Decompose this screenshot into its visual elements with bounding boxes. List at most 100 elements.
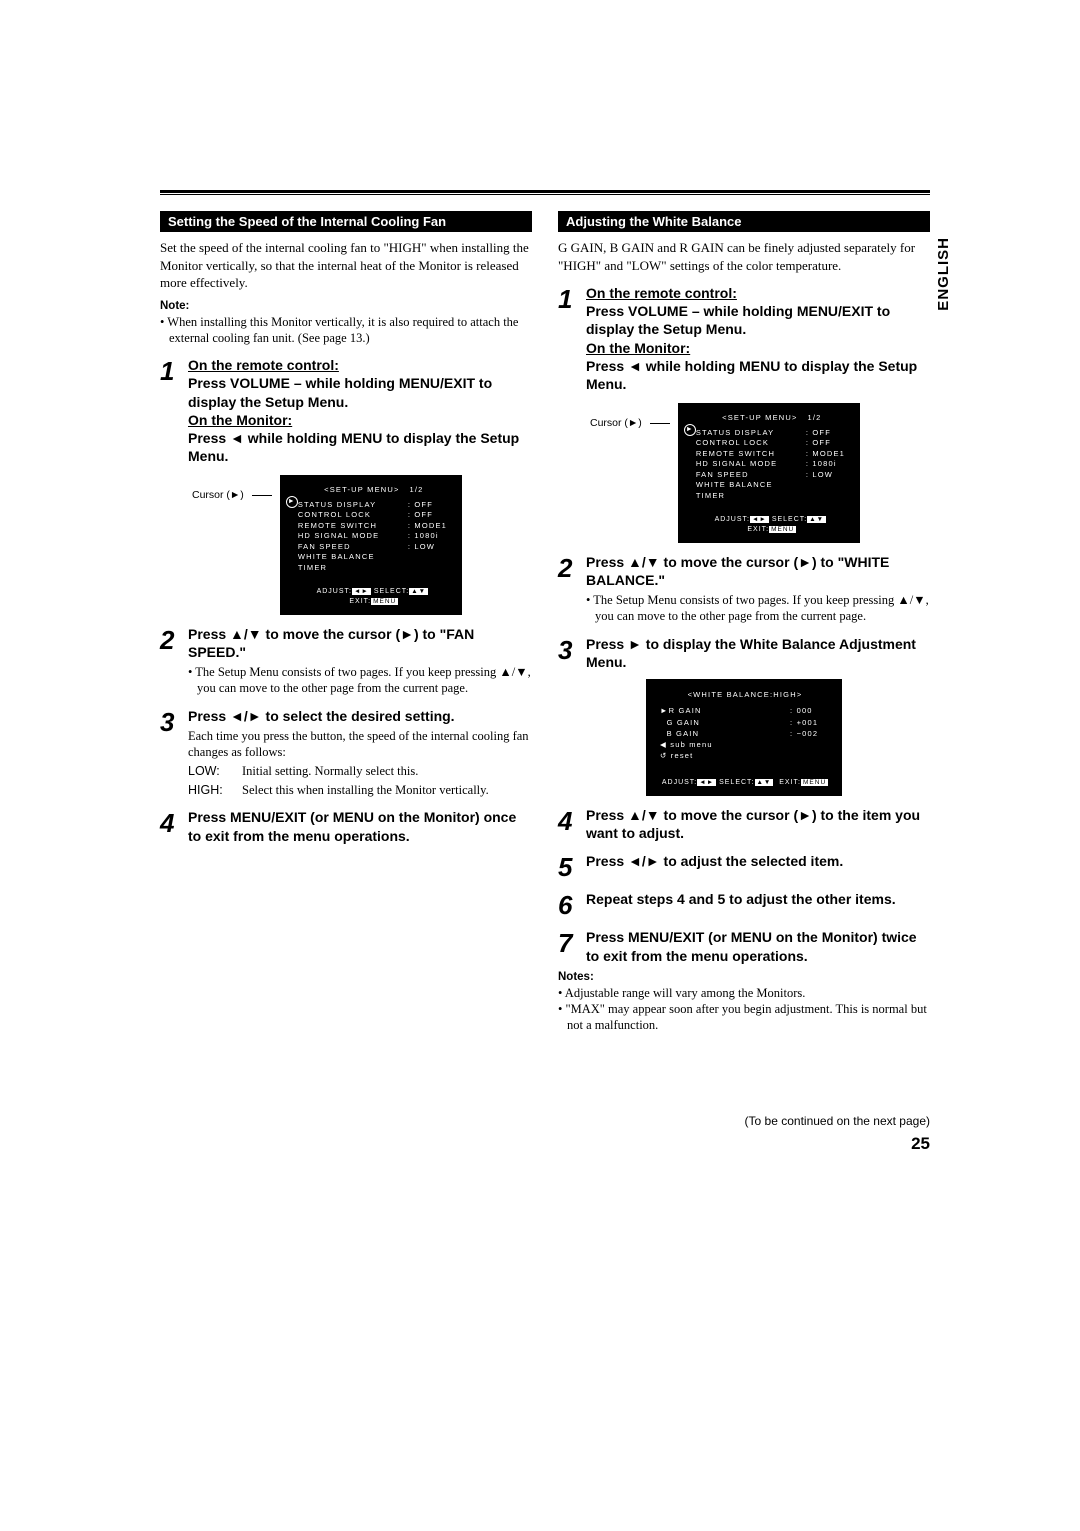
rs2-bullet: • The Setup Menu consists of two pages. … [595,592,930,625]
r-step-num-6: 6 [558,890,586,918]
r-step-num-5: 5 [558,852,586,880]
step-num-1: 1 [160,356,188,384]
osd-footer: ADJUST:◄► SELECT:▲▼ EXIT:MENU [696,515,848,535]
osd-val: : +001 [790,717,830,728]
osd-page: 1/2 [409,485,423,494]
osd-row: HD SIGNAL MODE [298,531,408,542]
rs6-title: Repeat steps 4 and 5 to adjust the other… [586,890,930,908]
osd-white-balance: <WHITE BALANCE:HIGH> ►R GAIN: 000 G GAIN… [646,679,842,796]
note-2: • "MAX" may appear soon after you begin … [567,1001,930,1034]
osd-row: ►R GAIN [660,705,790,716]
setting-key: HIGH: [188,783,242,798]
osd-val: : MODE1 [806,449,848,460]
osd-val [790,750,830,761]
rs3-title: Press ► to display the White Balance Adj… [586,635,930,671]
step-num-4: 4 [160,808,188,836]
osd-val: : OFF [806,438,848,449]
osd-row: B GAIN [660,728,790,739]
osd-row: ◀ sub menu [660,739,790,750]
step-num-3: 3 [160,707,188,735]
left-column: Setting the Speed of the Internal Coolin… [160,211,532,1154]
osd-header: <SET-UP MENU> [722,413,797,422]
osd-header: <SET-UP MENU> [324,485,399,494]
cursor-pointer-icon: ► [286,496,298,508]
osd-val: : LOW [806,470,848,481]
r-step-5: 5 Press ◄/► to adjust the selected item. [558,852,930,880]
fan-intro: Set the speed of the internal cooling fa… [160,239,532,292]
cursor-line [252,495,272,496]
rule-thick [160,190,930,193]
osd-val [408,563,450,574]
osd-row: STATUS DISPLAY [298,500,408,511]
continued-label: (To be continued on the next page) [558,1114,930,1128]
osd-row: CONTROL LOCK [696,438,806,449]
s3-row-low: LOW: Initial setting. Normally select th… [188,764,532,779]
step-2: 2 Press ▲/▼ to move the cursor (►) to "F… [160,625,532,697]
s1-remote-head: On the remote control: [188,357,339,373]
step-1: 1 On the remote control: Press VOLUME – … [160,356,532,465]
right-column: Adjusting the White Balance G GAIN, B GA… [558,211,930,1154]
osd-footer: ADJUST:◄► SELECT:▲▼ EXIT:MENU [298,587,450,607]
content-columns: Setting the Speed of the Internal Coolin… [160,211,930,1154]
osd-page: 1/2 [807,413,821,422]
cursor-label: Cursor (►) [192,475,244,501]
notes-heading: Notes: [558,971,930,983]
s2-bullet: • The Setup Menu consists of two pages. … [197,664,532,697]
rs1-monitor-body: Press ◄ while holding MENU to display th… [586,358,917,392]
osd-val: : −002 [790,728,830,739]
r-step-6: 6 Repeat steps 4 and 5 to adjust the oth… [558,890,930,918]
osd-val: : 1080i [408,531,450,542]
osd-val: : LOW [408,542,450,553]
r-step-num-7: 7 [558,928,586,956]
osd-row: FAN SPEED [298,542,408,553]
note-1: • Adjustable range will vary among the M… [567,985,930,1001]
osd-val [790,739,830,750]
rs1-remote-head: On the remote control: [586,285,737,301]
r-step-num-1: 1 [558,284,586,312]
osd-row: TIMER [298,563,408,574]
osd-val: : 1080i [806,459,848,470]
osd-row: WHITE BALANCE [696,480,806,491]
r-step-num-3: 3 [558,635,586,663]
s3-desc: Each time you press the button, the spee… [188,728,532,761]
s3-row-high: HIGH: Select this when installing the Mo… [188,783,532,798]
setting-val: Select this when installing the Monitor … [242,783,532,798]
osd-row: TIMER [696,491,806,502]
setting-key: LOW: [188,764,242,779]
osd-setup-menu: ► <SET-UP MENU> 1/2 STATUS DISPLAY: OFF … [280,475,462,615]
osd-val [408,552,450,563]
r-step-num-2: 2 [558,553,586,581]
rs4-title: Press ▲/▼ to move the cursor (►) to the … [586,806,930,842]
osd-val: : OFF [408,510,450,521]
rule-thin [160,194,930,195]
osd-val: : OFF [408,500,450,511]
osd-val [806,480,848,491]
osd-setup-menu-wrap-r: Cursor (►) ► <SET-UP MENU> 1/2 STATUS DI… [590,403,930,543]
osd-row: FAN SPEED [696,470,806,481]
rs2-title: Press ▲/▼ to move the cursor (►) to "WHI… [586,553,930,589]
r-step-3: 3 Press ► to display the White Balance A… [558,635,930,671]
osd-setup-menu-wrap: Cursor (►) ► <SET-UP MENU> 1/2 STATUS DI… [192,475,532,615]
rs1-monitor-head: On the Monitor: [586,340,690,356]
step-3: 3 Press ◄/► to select the desired settin… [160,707,532,799]
r-step-7: 7 Press MENU/EXIT (or MENU on the Monito… [558,928,930,964]
section-bar-fan: Setting the Speed of the Internal Coolin… [160,211,532,232]
rs5-title: Press ◄/► to adjust the selected item. [586,852,930,870]
s1-monitor-head: On the Monitor: [188,412,292,428]
step-4: 4 Press MENU/EXIT (or MENU on the Monito… [160,808,532,844]
r-step-4: 4 Press ▲/▼ to move the cursor (►) to th… [558,806,930,842]
section-bar-wb: Adjusting the White Balance [558,211,930,232]
osd-val: : 000 [790,705,830,716]
r-step-1: 1 On the remote control: Press VOLUME – … [558,284,930,393]
setting-val: Initial setting. Normally select this. [242,764,532,779]
cursor-label-r: Cursor (►) [590,403,642,429]
s4-title: Press MENU/EXIT (or MENU on the Monitor)… [188,808,532,844]
osd-row: CONTROL LOCK [298,510,408,521]
s3-title: Press ◄/► to select the desired setting. [188,707,532,725]
osd2-footer: ADJUST:◄► SELECT:▲▼ EXIT:MENU [660,778,830,789]
wb-intro: G GAIN, B GAIN and R GAIN can be finely … [558,239,930,274]
osd-setup-menu-r: ► <SET-UP MENU> 1/2 STATUS DISPLAY: OFF … [678,403,860,543]
step-num-2: 2 [160,625,188,653]
cursor-pointer-icon: ► [684,424,696,436]
note-heading: Note: [160,300,532,312]
